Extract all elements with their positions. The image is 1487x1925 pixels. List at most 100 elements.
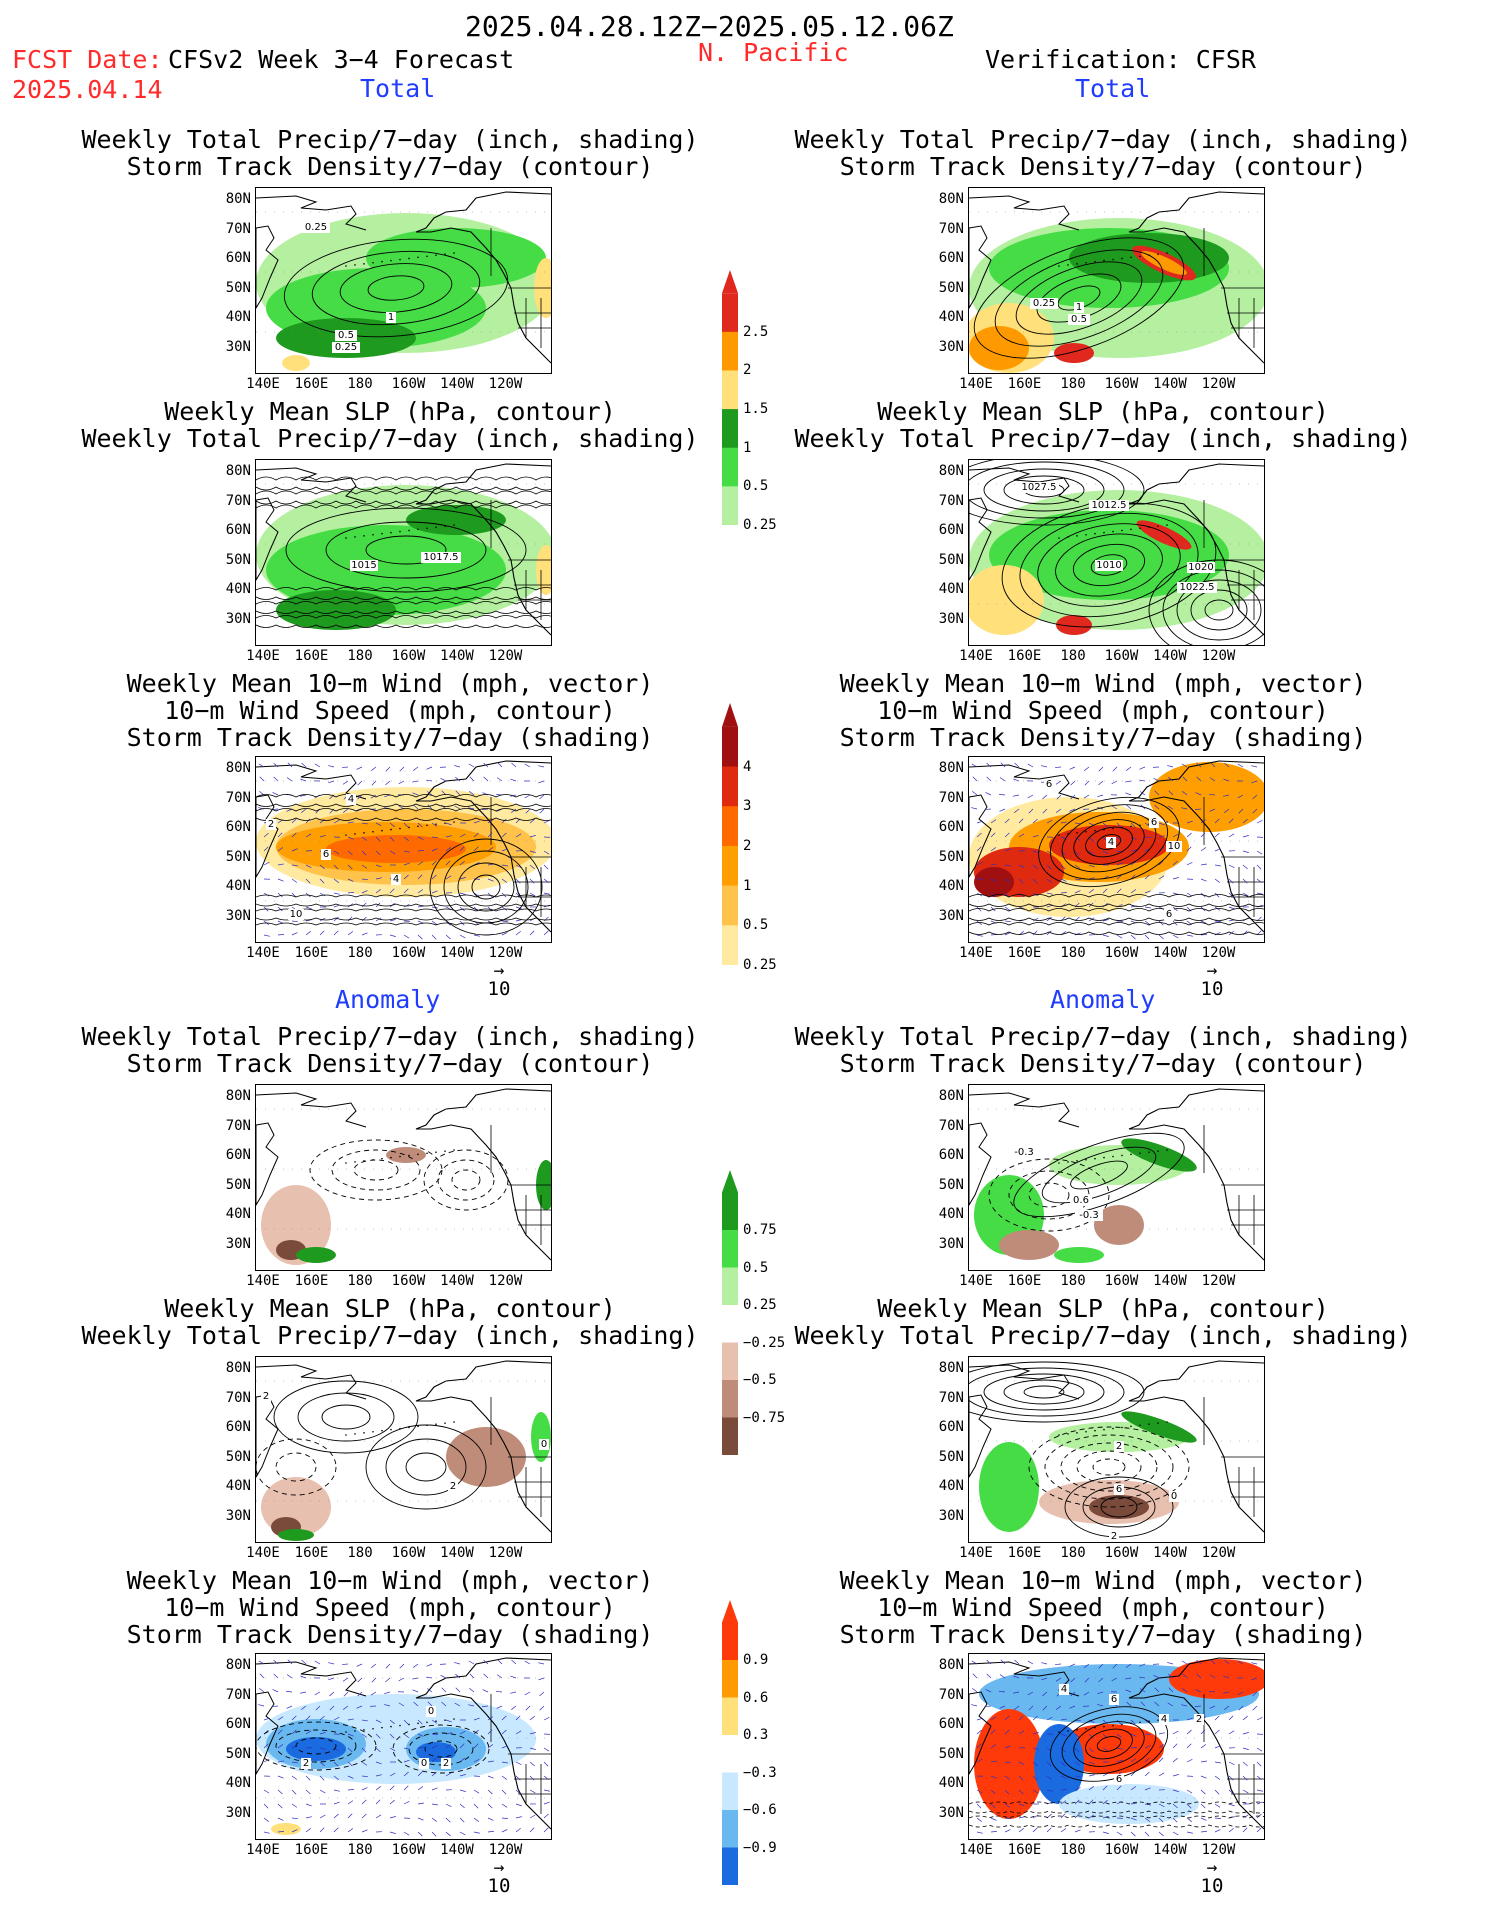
wind-vector xyxy=(473,1789,480,1794)
wind-vector xyxy=(473,1817,479,1822)
wind-vector xyxy=(469,776,475,782)
wind-vector xyxy=(515,864,522,869)
svg-text:6: 6 xyxy=(323,849,329,860)
fcst-date-label: FCST Date: xyxy=(12,45,163,74)
wind-vector xyxy=(468,807,475,810)
wind-vector xyxy=(1014,808,1020,813)
wind-vector xyxy=(529,930,535,936)
wind-vector xyxy=(1172,1831,1179,1836)
wind-vector xyxy=(333,864,339,870)
contour-label: 6 xyxy=(1114,1484,1124,1495)
wind-vector xyxy=(412,1677,419,1680)
wind-vector xyxy=(1013,1691,1020,1694)
island xyxy=(444,1150,446,1152)
wind-vector xyxy=(1046,916,1052,922)
wind-vector xyxy=(1172,934,1179,939)
wind-vector xyxy=(1181,1660,1188,1665)
coastline xyxy=(969,195,1080,231)
wind-vector xyxy=(1032,1789,1039,1794)
wind-vector xyxy=(459,892,466,895)
svg-text:1022.5: 1022.5 xyxy=(1180,582,1215,593)
contour-line xyxy=(1090,554,1128,576)
wind-vector xyxy=(1200,933,1207,936)
wind-vector xyxy=(1102,888,1108,894)
colorbar-segment xyxy=(722,1847,738,1885)
contour-label: 0.25 xyxy=(1030,298,1058,309)
wind-vector xyxy=(389,1733,395,1739)
colorbar-precip-anom xyxy=(722,1170,738,1455)
wind-vector xyxy=(990,1729,996,1735)
island xyxy=(1058,1162,1060,1164)
section-total-left: Total xyxy=(360,74,436,103)
colorbar-label: −0.6 xyxy=(743,1802,777,1818)
contour-line xyxy=(969,1810,1264,1814)
island xyxy=(390,828,392,831)
island xyxy=(1094,1157,1096,1160)
border xyxy=(490,500,551,620)
island xyxy=(1121,529,1123,532)
svg-text:1: 1 xyxy=(1076,302,1082,313)
wind-vector xyxy=(347,1761,353,1767)
island xyxy=(1166,524,1168,526)
wind-vector xyxy=(487,878,494,882)
y-tick-label: 80N xyxy=(938,760,964,776)
contour-line xyxy=(969,917,1264,921)
y-tick-label: 70N xyxy=(225,1686,251,1703)
y-tick-label: 60N xyxy=(225,819,251,835)
wind-vector xyxy=(1256,1775,1262,1780)
wind-vector xyxy=(385,766,391,772)
wind-vector xyxy=(1074,1829,1081,1833)
wind-vector xyxy=(1172,1803,1178,1809)
wind-vector xyxy=(1200,1817,1207,1821)
wind-vector xyxy=(1088,1786,1094,1791)
wind-vector xyxy=(375,1719,382,1723)
wind-vector xyxy=(342,1705,349,1710)
wind-vector xyxy=(483,1659,489,1665)
colorbar-segment xyxy=(722,1622,738,1661)
wind-vector xyxy=(286,1690,293,1693)
wind-vector xyxy=(1224,1659,1230,1665)
y-tick-label: 40N xyxy=(225,581,251,597)
island xyxy=(426,824,428,827)
island xyxy=(345,1162,347,1164)
svg-text:1010: 1010 xyxy=(1096,560,1121,571)
y-tick-label: 50N xyxy=(938,848,964,865)
wind-vector xyxy=(417,850,425,852)
colorbar-segment xyxy=(722,1810,738,1848)
wind-vector xyxy=(510,1675,517,1679)
x-tick-label: 140E xyxy=(959,1273,993,1289)
wind-vector xyxy=(976,934,983,937)
x-tick-label: 120W xyxy=(488,648,523,664)
wind-vector xyxy=(1130,850,1138,852)
wind-vector xyxy=(1102,1785,1108,1791)
wind-vector xyxy=(1158,875,1165,880)
colorbar-label: 0.3 xyxy=(743,1727,769,1743)
wind-vector xyxy=(1116,1719,1122,1725)
x-tick-label: 160E xyxy=(1007,945,1042,961)
wind-vector xyxy=(431,1757,437,1763)
wind-vector xyxy=(1088,1774,1095,1777)
wind-vector xyxy=(272,1689,279,1693)
island xyxy=(408,529,410,532)
wind-vector xyxy=(468,1660,475,1665)
wind-vector xyxy=(333,1775,339,1780)
wind-vector xyxy=(300,1691,307,1694)
wind-vector xyxy=(1018,1803,1025,1807)
wind-vector xyxy=(1102,850,1109,855)
colorbar-label: 1 xyxy=(743,439,752,456)
wind-vector xyxy=(1018,1775,1024,1781)
wind-vector xyxy=(515,833,522,838)
wind-vector xyxy=(1074,1787,1081,1791)
wind-vector xyxy=(1074,864,1081,869)
island xyxy=(1130,528,1132,531)
y-tick-label: 30N xyxy=(225,610,251,627)
wind-vector xyxy=(1032,1827,1038,1833)
wind-vector xyxy=(1172,1817,1178,1823)
wind-vector xyxy=(361,1813,367,1819)
wind-vector xyxy=(305,1789,311,1795)
x-tick-label: 160E xyxy=(294,648,329,664)
island xyxy=(417,1425,419,1428)
wind-vector xyxy=(1060,1813,1066,1819)
wind-vector xyxy=(1195,1689,1202,1693)
wind-vector xyxy=(333,1761,339,1767)
